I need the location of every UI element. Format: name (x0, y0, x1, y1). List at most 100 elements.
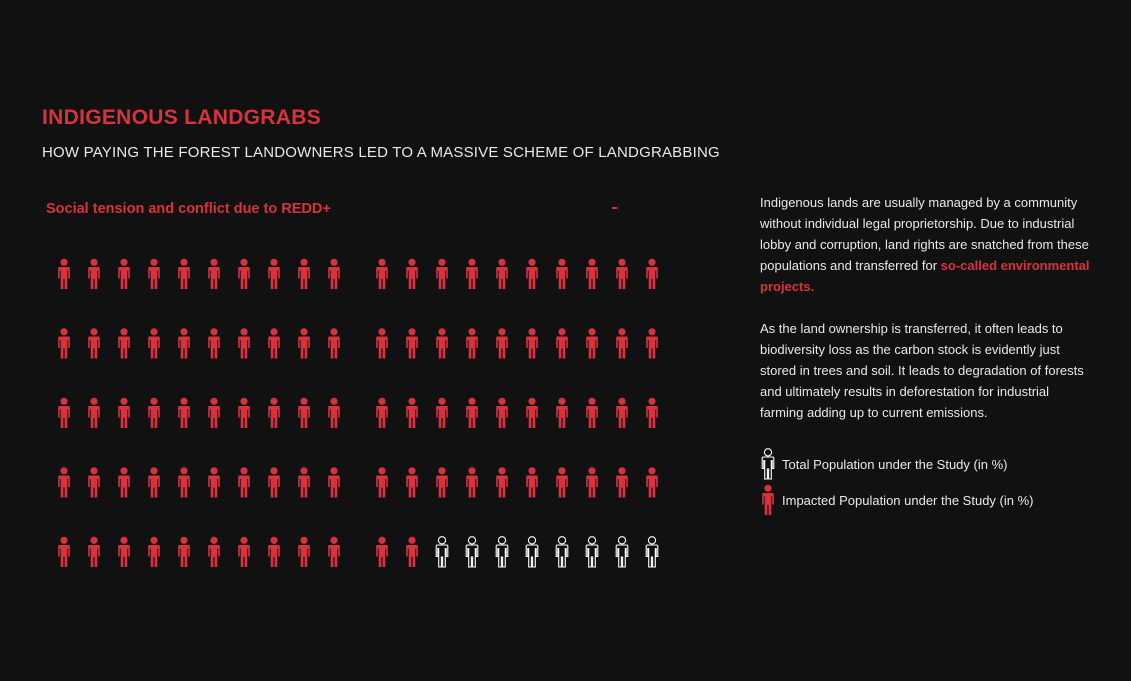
person-filled-icon (616, 258, 628, 289)
person-filled-icon (178, 258, 190, 289)
person-filled-icon (436, 328, 448, 359)
person-filled-icon (376, 467, 388, 498)
person-filled-icon (238, 328, 250, 359)
person-filled-icon (208, 328, 220, 359)
person-filled-icon (58, 328, 70, 359)
person-filled-icon (238, 258, 250, 289)
legend-impacted: Impacted Population under the Study (in … (760, 484, 1033, 516)
person-filled-icon (148, 397, 160, 428)
person-filled-icon (556, 328, 568, 359)
person-filled-icon (88, 328, 100, 359)
person-filled-icon (616, 397, 628, 428)
person-filled-icon (298, 397, 310, 428)
person-filled-icon (762, 484, 774, 515)
description-text-1: Indigenous lands are usually managed by … (760, 195, 1089, 273)
person-outline-icon (555, 536, 569, 568)
description-paragraph-1: Indigenous lands are usually managed by … (760, 192, 1090, 297)
person-outline-icon (645, 536, 659, 568)
person-filled-icon (406, 258, 418, 289)
person-filled-icon (436, 467, 448, 498)
person-filled-icon (616, 328, 628, 359)
person-filled-icon (376, 536, 388, 567)
person-filled-icon (148, 467, 160, 498)
description-paragraph-2: As the land ownership is transferred, it… (760, 321, 1084, 420)
person-filled-icon (58, 536, 70, 567)
person-filled-icon (466, 467, 478, 498)
person-filled-icon (178, 328, 190, 359)
person-filled-icon (148, 258, 160, 289)
person-outline-icon (585, 536, 599, 568)
person-filled-icon (208, 258, 220, 289)
legend-total: Total Population under the Study (in %) (760, 448, 1007, 480)
person-filled-icon (178, 536, 190, 567)
section-label: Social tension and conflict due to REDD+ (46, 201, 331, 217)
person-filled-icon (148, 328, 160, 359)
person-filled-icon (88, 536, 100, 567)
page-title: INDIGENOUS LANDGRABS (42, 106, 322, 129)
person-outline-icon (615, 536, 629, 568)
person-filled-icon (58, 467, 70, 498)
person-filled-icon (526, 397, 538, 428)
person-filled-icon (526, 258, 538, 289)
person-filled-icon (586, 258, 598, 289)
person-filled-icon (556, 467, 568, 498)
person-filled-icon (376, 328, 388, 359)
person-filled-icon (328, 536, 340, 567)
person-filled-icon (586, 467, 598, 498)
person-filled-icon (586, 328, 598, 359)
person-filled-icon (268, 328, 280, 359)
person-filled-icon (268, 467, 280, 498)
person-outline-icon (761, 448, 775, 480)
person-filled-icon (496, 258, 508, 289)
person-filled-icon (118, 467, 130, 498)
person-filled-icon (238, 397, 250, 428)
person-filled-icon (436, 258, 448, 289)
person-filled-icon (376, 258, 388, 289)
legend-impacted-label: Impacted Population under the Study (in … (782, 492, 1034, 508)
person-filled-icon (208, 467, 220, 498)
person-filled-icon (646, 467, 658, 498)
person-filled-icon (436, 397, 448, 428)
person-filled-icon (328, 397, 340, 428)
description-panel: Indigenous lands are usually managed by … (760, 192, 1090, 444)
person-filled-icon (298, 536, 310, 567)
person-filled-icon (118, 397, 130, 428)
person-filled-icon (496, 328, 508, 359)
pictogram-chart (58, 258, 659, 568)
person-filled-icon (208, 397, 220, 428)
person-filled-icon (496, 397, 508, 428)
person-filled-icon (268, 258, 280, 289)
person-filled-icon (208, 536, 220, 567)
person-filled-icon (376, 397, 388, 428)
person-filled-icon (298, 258, 310, 289)
person-filled-icon (616, 467, 628, 498)
person-filled-icon (268, 397, 280, 428)
person-filled-icon (556, 397, 568, 428)
person-filled-icon (58, 258, 70, 289)
description-highlight: so-called environmental projects. (760, 258, 1090, 294)
person-filled-icon (298, 467, 310, 498)
person-filled-icon (406, 536, 418, 567)
person-outline-icon (465, 536, 479, 568)
person-filled-icon (526, 467, 538, 498)
person-filled-icon (118, 536, 130, 567)
person-filled-icon (148, 536, 160, 567)
person-outline-icon (435, 536, 449, 568)
person-filled-icon (88, 467, 100, 498)
person-filled-icon (178, 397, 190, 428)
person-outline-icon (525, 536, 539, 568)
person-filled-icon (268, 536, 280, 567)
person-filled-icon (328, 467, 340, 498)
person-filled-icon (466, 258, 478, 289)
person-filled-icon (118, 258, 130, 289)
page-subtitle: HOW PAYING THE FOREST LANDOWNERS LED TO … (42, 144, 720, 161)
person-filled-icon (646, 328, 658, 359)
person-filled-icon (496, 467, 508, 498)
dropdown-marker[interactable] (612, 207, 617, 209)
person-filled-icon (328, 258, 340, 289)
person-filled-icon (586, 397, 598, 428)
person-filled-icon (646, 397, 658, 428)
person-filled-icon (466, 397, 478, 428)
person-filled-icon (556, 258, 568, 289)
